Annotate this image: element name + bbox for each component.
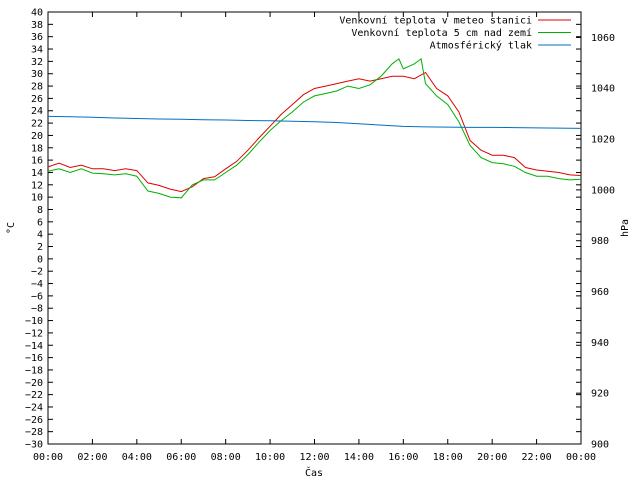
right-tick-label: 940 [591,338,609,349]
left-tick-label: 12 [31,180,43,191]
x-tick-label: 04:00 [122,452,152,463]
series-layer [47,58,582,199]
left-tick-label: 32 [31,57,43,68]
right-tick-label: 1000 [591,185,615,196]
left-tick-label: 38 [31,20,43,31]
legend: Venkovní teplota v meteo staniciVenkovní… [339,15,571,52]
left-tick-label: 14 [31,168,43,179]
right-tick-label: 920 [591,389,609,400]
left-axis-title: °C [6,222,17,234]
left-tick-label: −22 [25,390,43,401]
right-tick-label: 980 [591,236,609,247]
left-tick-label: −10 [25,316,43,327]
left-tick-label: 24 [31,106,43,117]
left-tick-label: 6 [37,217,43,228]
legend-label-2: Atmosférický tlak [430,40,532,52]
left-tick-label: 2 [37,242,43,253]
right-axis-title: hPa [620,219,631,237]
left-tick-label: −8 [31,304,43,315]
x-tick-label: 08:00 [211,452,241,463]
x-tick-label: 14:00 [344,452,374,463]
left-tick-label: 0 [37,254,43,265]
right-tick-label: 1020 [591,135,615,146]
plot-frame [47,11,582,445]
left-tick-label: 4 [37,230,43,241]
left-tick-label: 26 [31,94,43,105]
right-tick-label: 1060 [591,33,615,44]
left-tick-label: −4 [31,279,43,290]
left-tick-label: 16 [31,156,43,167]
left-tick-label: 18 [31,143,43,154]
left-tick-label: −28 [25,427,43,438]
left-tick-label: −26 [25,415,43,426]
left-tick-label: 34 [31,45,43,56]
x-tick-label: 10:00 [255,452,285,463]
legend-label-0: Venkovní teplota v meteo stanici [339,15,532,27]
right-tick-label: 1040 [591,84,615,95]
left-tick-label: 20 [31,131,43,142]
legend-label-1: Venkovní teplota 5 cm nad zemí [351,27,532,39]
left-tick-label: 30 [31,69,43,80]
left-y-axis: 4038363432302826242220181614121086420−2−… [25,8,581,451]
left-tick-label: −12 [25,328,43,339]
left-tick-label: −2 [31,267,43,278]
right-tick-label: 960 [591,287,609,298]
x-tick-label: 06:00 [166,452,196,463]
left-tick-label: 8 [37,205,43,216]
left-tick-label: −24 [25,402,43,413]
x-axis-title: Čas [305,466,323,479]
left-tick-label: 22 [31,119,43,130]
x-tick-label: 12:00 [299,452,329,463]
x-tick-label: 00:00 [33,452,63,463]
left-tick-label: −14 [25,341,43,352]
series-line-1 [47,58,582,199]
x-axis: 00:00 02:00 04:00 06:00 08:00 10:00 12:00 14:00… [33,12,596,463]
x-tick-label: 16:00 [388,452,418,463]
left-tick-label: −20 [25,378,43,389]
left-tick-label: 28 [31,82,43,93]
left-tick-label: −6 [31,291,43,302]
left-tick-label: 10 [31,193,43,204]
x-tick-label: 02:00 [77,452,107,463]
right-y-axis: 1060 1040 1020 1000 980 960 940 920 900 [576,33,615,451]
x-tick-label: 18:00 [433,452,463,463]
left-tick-label: −16 [25,353,43,364]
series-line-2 [47,115,582,129]
x-tick-label: 00:00 [566,452,596,463]
x-tick-label: 22:00 [522,452,552,463]
right-tick-label: 900 [591,440,609,451]
left-tick-label: −18 [25,365,43,376]
x-tick-label: 20:00 [477,452,507,463]
left-tick-label: 36 [31,32,43,43]
left-tick-label: −30 [25,440,43,451]
left-tick-label: 40 [31,8,43,19]
series-line-0 [47,71,582,193]
